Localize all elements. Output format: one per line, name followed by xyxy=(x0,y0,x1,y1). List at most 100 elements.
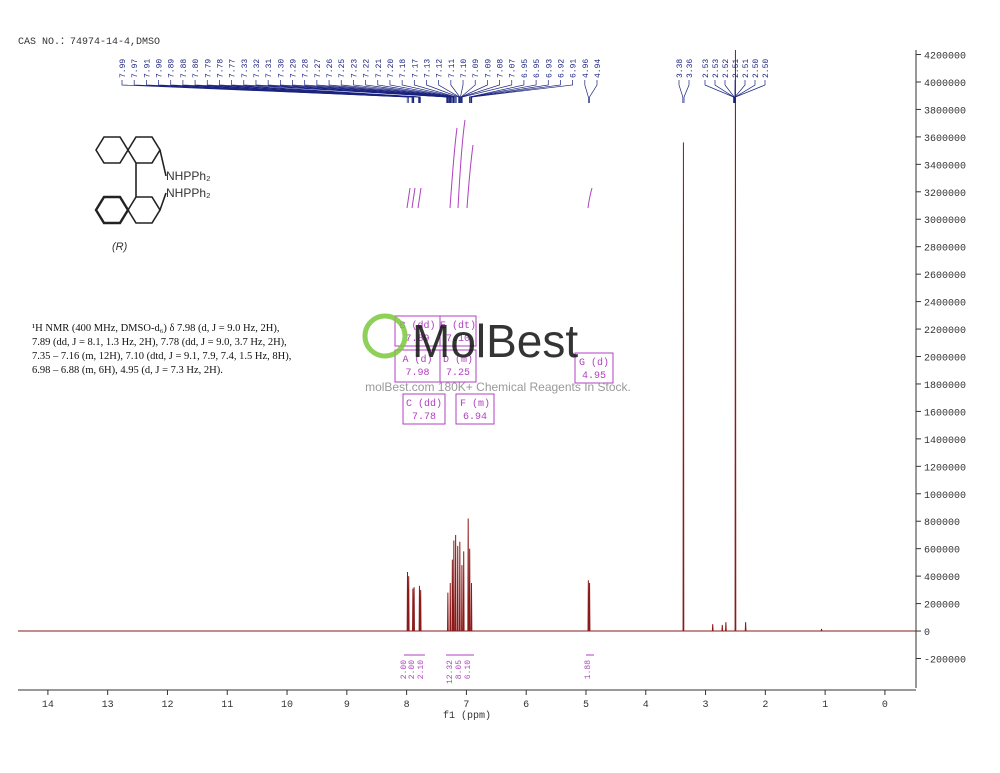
peak-label: 4.94 xyxy=(594,59,603,78)
peak-label: 7.80 xyxy=(192,59,201,78)
peak-label: 7.79 xyxy=(204,59,213,78)
structure-group: NHPPh₂ xyxy=(166,186,211,200)
peak-label: 7.33 xyxy=(241,59,250,78)
peak-label: 3.36 xyxy=(686,59,695,78)
peak-connector xyxy=(461,80,500,103)
peak-connector xyxy=(353,80,454,103)
peak-label: 7.30 xyxy=(277,59,286,78)
y-tick-label: 2600000 xyxy=(924,271,966,282)
y-tick-label: 1400000 xyxy=(924,436,966,447)
peak-label: 7.17 xyxy=(411,59,420,78)
stereo-label: (R) xyxy=(112,241,128,253)
peak-connector xyxy=(683,80,690,103)
structure-group: NHPPh₂ xyxy=(166,169,211,183)
multiplet-box xyxy=(402,393,446,425)
peak-label: 7.09 xyxy=(484,59,493,78)
peak-connector xyxy=(206,80,420,103)
peak-label: 2.51 xyxy=(742,59,751,78)
peak-connector xyxy=(460,80,488,103)
peak-label: 7.21 xyxy=(375,59,384,78)
peak-label: 2.53 xyxy=(712,59,721,78)
peak-label: 7.88 xyxy=(180,59,189,78)
peak-label: 7.78 xyxy=(216,59,225,78)
peak-connector xyxy=(470,80,549,103)
y-tick-label: 1600000 xyxy=(924,408,966,419)
multiplet-box xyxy=(439,315,477,347)
multiplet-label: D (m) xyxy=(443,354,473,366)
y-tick-label: 400000 xyxy=(924,573,960,584)
multiplet-label: E (dt) xyxy=(440,320,476,332)
spectrum-line xyxy=(18,49,916,632)
x-tick-label: 14 xyxy=(42,700,54,711)
peak-connector xyxy=(438,80,460,103)
peak-connector xyxy=(584,80,589,103)
peak-label: 7.20 xyxy=(387,59,396,78)
peak-label: 7.07 xyxy=(509,59,518,78)
peak-label: 7.23 xyxy=(350,59,359,78)
ring xyxy=(127,196,161,224)
peak-label: 7.18 xyxy=(399,59,408,78)
y-tick-label: 600000 xyxy=(924,546,960,557)
y-tick-label: -200000 xyxy=(924,655,966,666)
peak-label: 6.95 xyxy=(521,59,530,78)
peak-label: 6.93 xyxy=(545,59,554,78)
peak-connector xyxy=(704,80,734,103)
peak-connector xyxy=(471,80,573,103)
structure xyxy=(94,136,167,225)
peak-connector xyxy=(724,80,735,103)
peak-connector xyxy=(255,80,448,103)
multiplet-label: F (m) xyxy=(460,398,490,410)
peak-label: 6.91 xyxy=(570,59,579,78)
ring xyxy=(127,136,161,164)
peak-label: 7.12 xyxy=(436,59,445,78)
peak-connector xyxy=(304,80,451,103)
x-tick-label: 13 xyxy=(102,700,114,711)
integral-curves xyxy=(406,119,593,209)
peak-label: 2.52 xyxy=(722,59,731,78)
peak-connector xyxy=(316,80,451,103)
integral-value: 2.10 xyxy=(417,660,426,679)
peak-label: 7.90 xyxy=(156,59,165,78)
y-tick-label: 200000 xyxy=(924,601,960,612)
integral-value: 2.00 xyxy=(408,660,417,679)
y-tick-label: 3000000 xyxy=(924,216,966,227)
integral-curve xyxy=(449,119,474,209)
chart-title: CAS NO.：74974-14-4,DMSO xyxy=(18,37,160,48)
peak-label: 7.25 xyxy=(338,59,347,78)
multiplet-shift: 7.10 xyxy=(446,334,470,345)
multiplet-label: A (d) xyxy=(402,354,432,366)
watermark-slogan: molBest.com 180K+ Chemical Reagents In S… xyxy=(365,380,631,394)
y-tick-label: 1000000 xyxy=(924,491,966,502)
peak-connector xyxy=(734,80,746,103)
x-tick-label: 7 xyxy=(463,700,469,711)
y-tick-label: 4200000 xyxy=(924,52,966,63)
multiplet-shift: 7.98 xyxy=(405,368,429,379)
integral-value: 1.88 xyxy=(584,660,593,679)
watermark: MolBest molBest.com 180K+ Chemical Reagen… xyxy=(362,313,631,394)
peak-connector xyxy=(389,80,455,103)
x-tick-label: 1 xyxy=(822,700,828,711)
peak-label: 2.53 xyxy=(702,59,711,78)
integral-value: 8.05 xyxy=(455,660,464,679)
peak-label: 7.28 xyxy=(302,59,311,78)
x-tick-label: 2 xyxy=(762,700,768,711)
y-tick-label: 3600000 xyxy=(924,134,966,145)
peak-connector xyxy=(461,80,513,103)
multiplet-box xyxy=(574,352,614,384)
y-tick-label: 2000000 xyxy=(924,354,966,365)
peak-connector xyxy=(243,80,448,103)
peak-connector xyxy=(231,80,421,103)
bond xyxy=(159,149,167,177)
x-tick-label: 4 xyxy=(643,700,649,711)
x-tick-label: 10 xyxy=(281,700,293,711)
ring xyxy=(94,195,130,225)
multiplet-box xyxy=(439,349,477,383)
peak-label: 7.29 xyxy=(290,59,299,78)
multiplet-shift: 7.25 xyxy=(446,368,470,379)
peak-label: 7.26 xyxy=(326,59,335,78)
peak-label: 2.50 xyxy=(752,59,761,78)
peak-connector xyxy=(714,80,734,103)
y-tick-label: 1200000 xyxy=(924,463,966,474)
